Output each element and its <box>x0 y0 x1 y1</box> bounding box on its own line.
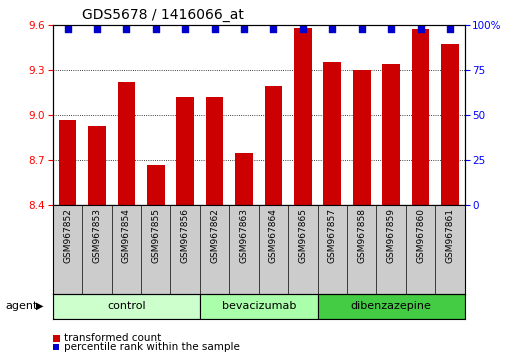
Text: transformed count: transformed count <box>64 333 162 343</box>
Bar <box>317 294 465 319</box>
Bar <box>441 44 459 205</box>
Text: GSM967860: GSM967860 <box>416 208 425 263</box>
Point <box>210 26 219 32</box>
Bar <box>200 294 317 319</box>
Text: GSM967861: GSM967861 <box>446 208 455 263</box>
Point <box>446 26 454 32</box>
Bar <box>53 294 200 319</box>
Text: control: control <box>107 301 146 311</box>
Bar <box>88 126 106 205</box>
Text: dibenzazepine: dibenzazepine <box>351 301 431 311</box>
Point <box>122 26 130 32</box>
Text: agent: agent <box>5 301 37 311</box>
Text: GSM967862: GSM967862 <box>210 208 219 263</box>
Bar <box>353 70 371 205</box>
Text: GSM967863: GSM967863 <box>240 208 249 263</box>
Bar <box>176 97 194 205</box>
Bar <box>412 29 429 205</box>
Point <box>357 26 366 32</box>
Text: bevacizumab: bevacizumab <box>222 301 296 311</box>
Point <box>416 26 425 32</box>
Text: GSM967859: GSM967859 <box>386 208 395 263</box>
Text: GDS5678 / 1416066_at: GDS5678 / 1416066_at <box>82 8 243 22</box>
Text: GSM967864: GSM967864 <box>269 208 278 263</box>
Point <box>269 26 278 32</box>
Bar <box>59 120 77 205</box>
Text: GSM967858: GSM967858 <box>357 208 366 263</box>
Text: GSM967855: GSM967855 <box>151 208 161 263</box>
Point <box>152 26 160 32</box>
Bar <box>265 86 282 205</box>
Bar <box>118 82 135 205</box>
Text: GSM967857: GSM967857 <box>328 208 337 263</box>
Point <box>181 26 190 32</box>
Point <box>387 26 395 32</box>
Text: GSM967856: GSM967856 <box>181 208 190 263</box>
Text: GSM967865: GSM967865 <box>298 208 307 263</box>
Point <box>240 26 248 32</box>
Bar <box>382 64 400 205</box>
Bar <box>294 28 312 205</box>
Text: ▶: ▶ <box>36 301 43 311</box>
Text: GSM967853: GSM967853 <box>92 208 101 263</box>
Point <box>93 26 101 32</box>
Point <box>328 26 336 32</box>
Text: GSM967852: GSM967852 <box>63 208 72 263</box>
Text: GSM967854: GSM967854 <box>122 208 131 263</box>
Bar <box>206 97 223 205</box>
Point <box>299 26 307 32</box>
Bar <box>235 153 253 205</box>
Bar <box>147 165 165 205</box>
Point <box>63 26 72 32</box>
Bar <box>324 62 341 205</box>
Text: percentile rank within the sample: percentile rank within the sample <box>64 342 240 352</box>
